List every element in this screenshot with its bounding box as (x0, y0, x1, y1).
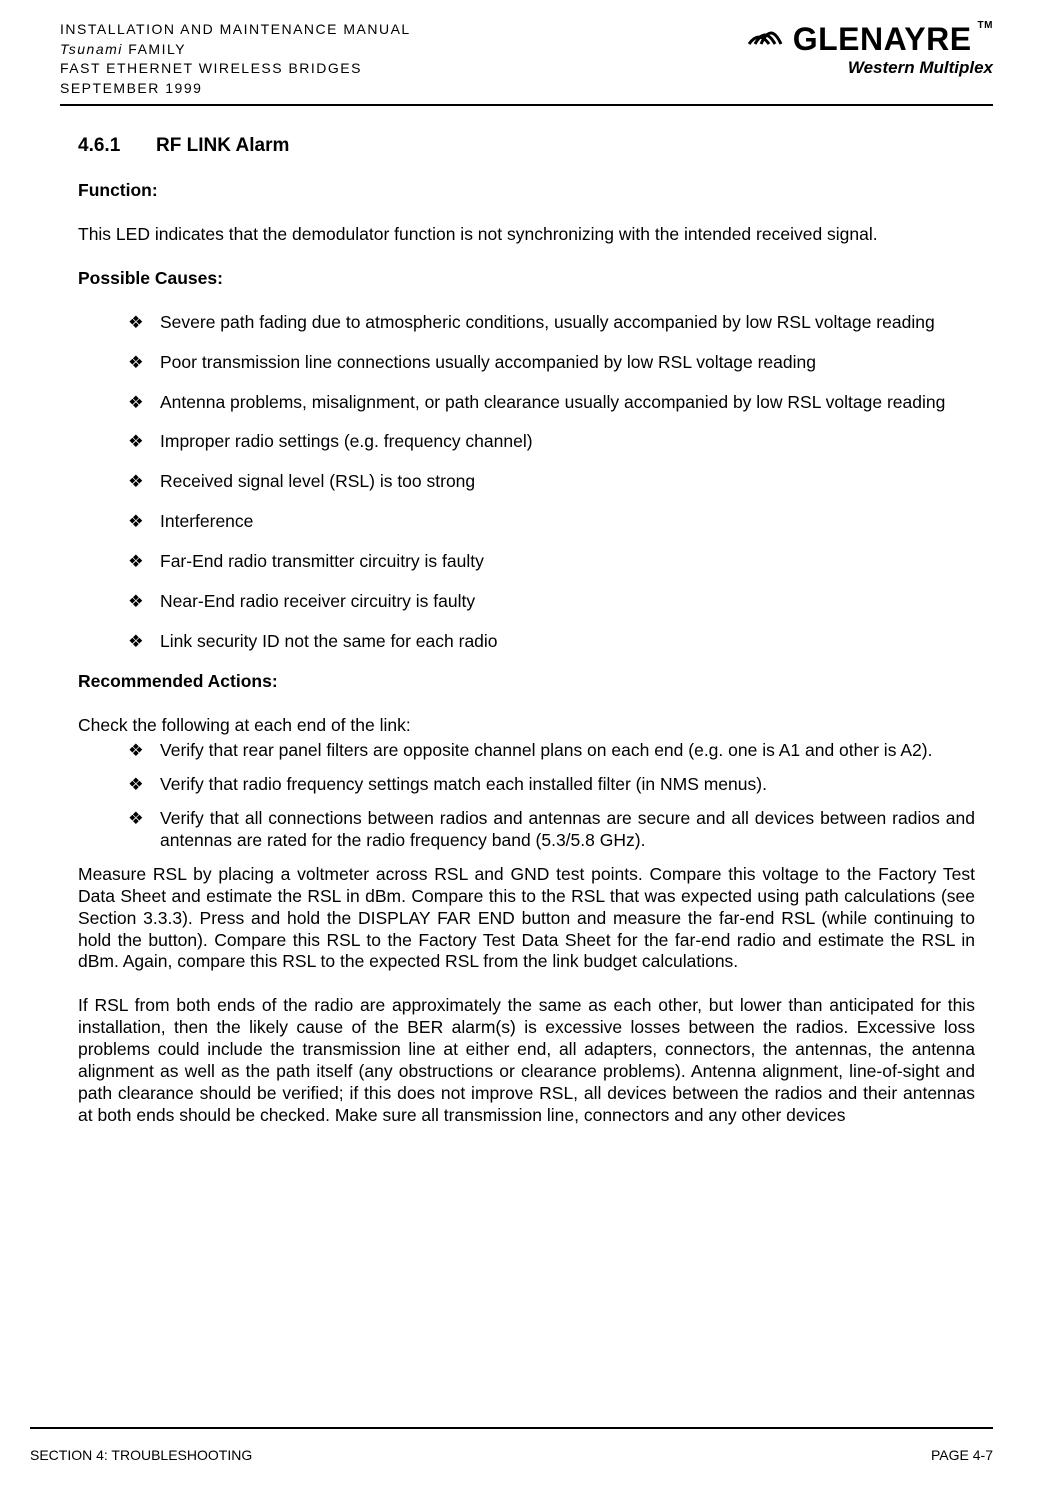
list-item: Poor transmission line connections usual… (128, 352, 975, 374)
header-line-3: FAST ETHERNET WIRELESS BRIDGES (60, 59, 411, 79)
causes-list: Severe path fading due to atmospheric co… (78, 312, 975, 653)
causes-label: Possible Causes: (78, 268, 975, 290)
list-item: Antenna problems, misalignment, or path … (128, 392, 975, 414)
logo-block: GLENAYRETM Western Multiplex (747, 20, 993, 78)
function-label: Function: (78, 180, 975, 202)
list-item: Improper radio settings (e.g. frequency … (128, 431, 975, 453)
actions-label: Recommended Actions: (78, 671, 975, 693)
footer-rule (30, 1427, 993, 1429)
list-item: Interference (128, 511, 975, 533)
list-item: Received signal level (RSL) is too stron… (128, 471, 975, 493)
page-header: INSTALLATION AND MAINTENANCE MANUAL Tsun… (60, 20, 993, 98)
paragraph-2: If RSL from both ends of the radio are a… (78, 995, 975, 1126)
list-item: Far-End radio transmitter circuitry is f… (128, 551, 975, 573)
actions-list: Verify that rear panel filters are oppos… (78, 740, 975, 852)
list-item: Link security ID not the same for each r… (128, 631, 975, 653)
footer-right: PAGE 4-7 (931, 1447, 993, 1463)
footer-left: SECTION 4: TROUBLESHOOTING (30, 1447, 252, 1463)
wave-icon (747, 20, 787, 58)
header-line-4: SEPTEMBER 1999 (60, 79, 411, 99)
logo-sub: Western Multiplex (747, 58, 993, 78)
list-item: Verify that rear panel filters are oppos… (128, 740, 975, 762)
section-number: 4.6.1 (78, 134, 156, 158)
list-item: Near-End radio receiver circuitry is fau… (128, 591, 975, 613)
function-text: This LED indicates that the demodulator … (78, 224, 975, 246)
actions-intro: Check the following at each end of the l… (78, 715, 975, 737)
footer-row: SECTION 4: TROUBLESHOOTING PAGE 4-7 (30, 1447, 993, 1463)
list-item: Verify that all connections between radi… (128, 808, 975, 852)
header-line-2: Tsunami FAMILY (60, 40, 411, 60)
paragraph-1: Measure RSL by placing a voltmeter acros… (78, 864, 975, 973)
list-item: Verify that radio frequency settings mat… (128, 774, 975, 796)
section-heading: 4.6.1RF LINK Alarm (78, 134, 975, 158)
content-body: 4.6.1RF LINK Alarm Function: This LED in… (60, 134, 993, 1126)
header-rule (60, 104, 993, 106)
header-left-block: INSTALLATION AND MAINTENANCE MANUAL Tsun… (60, 20, 411, 98)
section-title: RF LINK Alarm (156, 135, 289, 156)
list-item: Severe path fading due to atmospheric co… (128, 312, 975, 334)
page-footer: SECTION 4: TROUBLESHOOTING PAGE 4-7 (30, 1427, 993, 1463)
header-line-1: INSTALLATION AND MAINTENANCE MANUAL (60, 20, 411, 40)
logo-main: GLENAYRETM (747, 20, 993, 58)
